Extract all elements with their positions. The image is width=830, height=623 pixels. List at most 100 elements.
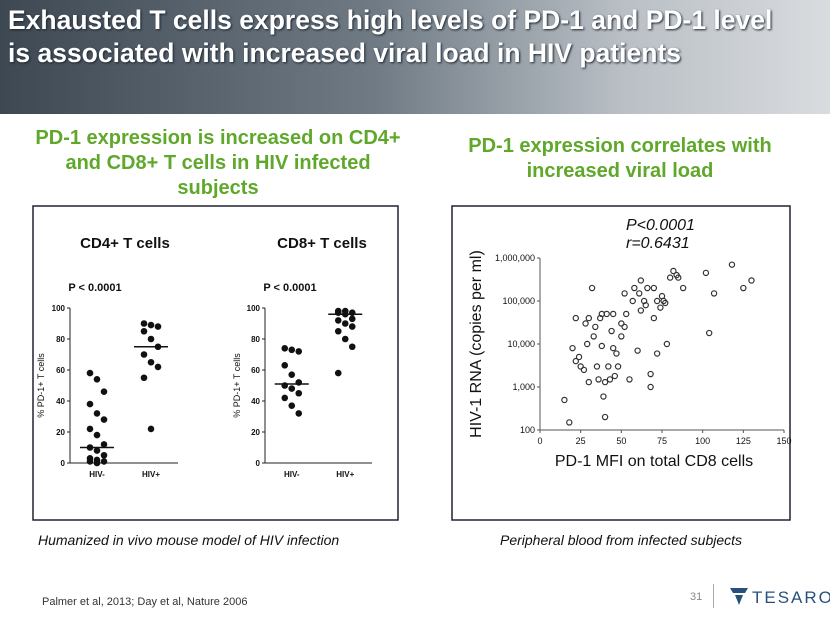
dot bbox=[348, 315, 356, 323]
point bbox=[623, 310, 630, 318]
point bbox=[566, 419, 573, 426]
point bbox=[675, 274, 682, 281]
y-tick-label: 100 bbox=[52, 304, 66, 313]
y-tick-label: 60 bbox=[56, 366, 65, 375]
point bbox=[595, 376, 602, 383]
point bbox=[705, 329, 713, 337]
point bbox=[572, 357, 579, 365]
dot bbox=[288, 371, 296, 378]
y-axis-label: % PD-1+ T cells bbox=[232, 353, 242, 418]
point bbox=[610, 344, 617, 352]
dot bbox=[100, 441, 108, 448]
y-tick-label: 0 bbox=[61, 459, 66, 468]
point bbox=[636, 290, 643, 297]
divider bbox=[713, 584, 714, 608]
annotation: P<0.0001 bbox=[626, 217, 695, 234]
y-tick-label: 100 bbox=[520, 425, 535, 435]
point bbox=[740, 284, 747, 292]
dot bbox=[147, 358, 155, 366]
dot bbox=[334, 327, 342, 335]
point bbox=[608, 327, 615, 335]
annotation: P < 0.0001 bbox=[68, 282, 121, 294]
point bbox=[662, 299, 669, 307]
dot bbox=[140, 374, 148, 382]
point bbox=[629, 297, 636, 305]
left-caption: Humanized in vivo mouse model of HIV inf… bbox=[38, 532, 340, 548]
x-tick-label: 150 bbox=[776, 436, 791, 446]
dot bbox=[140, 351, 148, 358]
point bbox=[569, 344, 576, 352]
right-panel bbox=[451, 205, 791, 521]
point bbox=[663, 340, 671, 348]
x-axis-label: PD-1 MFI on total CD8 cells bbox=[555, 453, 753, 470]
y-tick-label: 60 bbox=[251, 366, 260, 375]
dot bbox=[334, 309, 342, 316]
dot bbox=[334, 317, 342, 324]
y-tick-label: 20 bbox=[251, 428, 260, 437]
point bbox=[588, 284, 596, 292]
point bbox=[601, 378, 609, 386]
y-axis-label: % PD-1+ T cells bbox=[36, 353, 46, 418]
dot bbox=[334, 369, 342, 377]
y-tick-label: 1,000,000 bbox=[495, 253, 535, 263]
point bbox=[585, 314, 593, 322]
point bbox=[572, 314, 579, 322]
point bbox=[666, 274, 674, 281]
y-tick-label: 100 bbox=[247, 304, 261, 313]
dot bbox=[288, 385, 296, 392]
point bbox=[621, 323, 628, 331]
point bbox=[613, 350, 620, 357]
point bbox=[561, 396, 568, 404]
dot bbox=[93, 447, 101, 454]
point bbox=[592, 323, 599, 331]
point bbox=[644, 284, 651, 292]
dot bbox=[348, 309, 356, 316]
dot bbox=[86, 400, 94, 408]
dot bbox=[341, 320, 349, 327]
point bbox=[631, 284, 638, 292]
y-axis-label: HIV-1 RNA (copies per ml) bbox=[468, 250, 485, 438]
point bbox=[590, 333, 597, 340]
point bbox=[748, 277, 755, 284]
dot bbox=[348, 343, 356, 351]
x-tick-label: 25 bbox=[576, 436, 586, 446]
point bbox=[618, 333, 625, 340]
point bbox=[650, 284, 658, 292]
dot bbox=[100, 416, 108, 423]
dot bbox=[93, 459, 101, 467]
point bbox=[600, 393, 607, 400]
dot bbox=[295, 389, 303, 397]
y-tick-label: 10,000 bbox=[507, 339, 535, 349]
dot bbox=[281, 362, 289, 369]
x-tick-label: HIV+ bbox=[142, 470, 160, 479]
point bbox=[582, 320, 589, 327]
right-heading: PD-1 expression correlates with increase… bbox=[468, 135, 772, 182]
point bbox=[611, 372, 619, 380]
point bbox=[637, 277, 645, 284]
x-tick-label: 0 bbox=[537, 436, 542, 446]
y-tick-label: 80 bbox=[56, 335, 65, 344]
point bbox=[634, 347, 641, 354]
x-tick-label: 125 bbox=[736, 436, 751, 446]
point bbox=[605, 363, 612, 370]
y-tick-label: 40 bbox=[56, 397, 65, 406]
y-tick-label: 20 bbox=[56, 428, 65, 437]
dot bbox=[348, 323, 356, 330]
dot bbox=[140, 320, 148, 327]
point bbox=[637, 307, 645, 314]
dot bbox=[147, 321, 155, 329]
y-tick-label: 0 bbox=[256, 459, 261, 468]
dot bbox=[295, 410, 303, 417]
dot bbox=[140, 327, 148, 335]
dot bbox=[147, 335, 155, 343]
dot bbox=[93, 410, 101, 417]
point bbox=[585, 378, 593, 386]
y-tick-label: 80 bbox=[251, 335, 260, 344]
dot bbox=[86, 425, 94, 433]
logo: TESARO bbox=[752, 588, 830, 607]
header-band bbox=[0, 0, 830, 114]
dot bbox=[86, 458, 94, 465]
footer: Palmer et al, 2013; Day et al, Nature 20… bbox=[42, 596, 248, 608]
point bbox=[647, 370, 654, 378]
